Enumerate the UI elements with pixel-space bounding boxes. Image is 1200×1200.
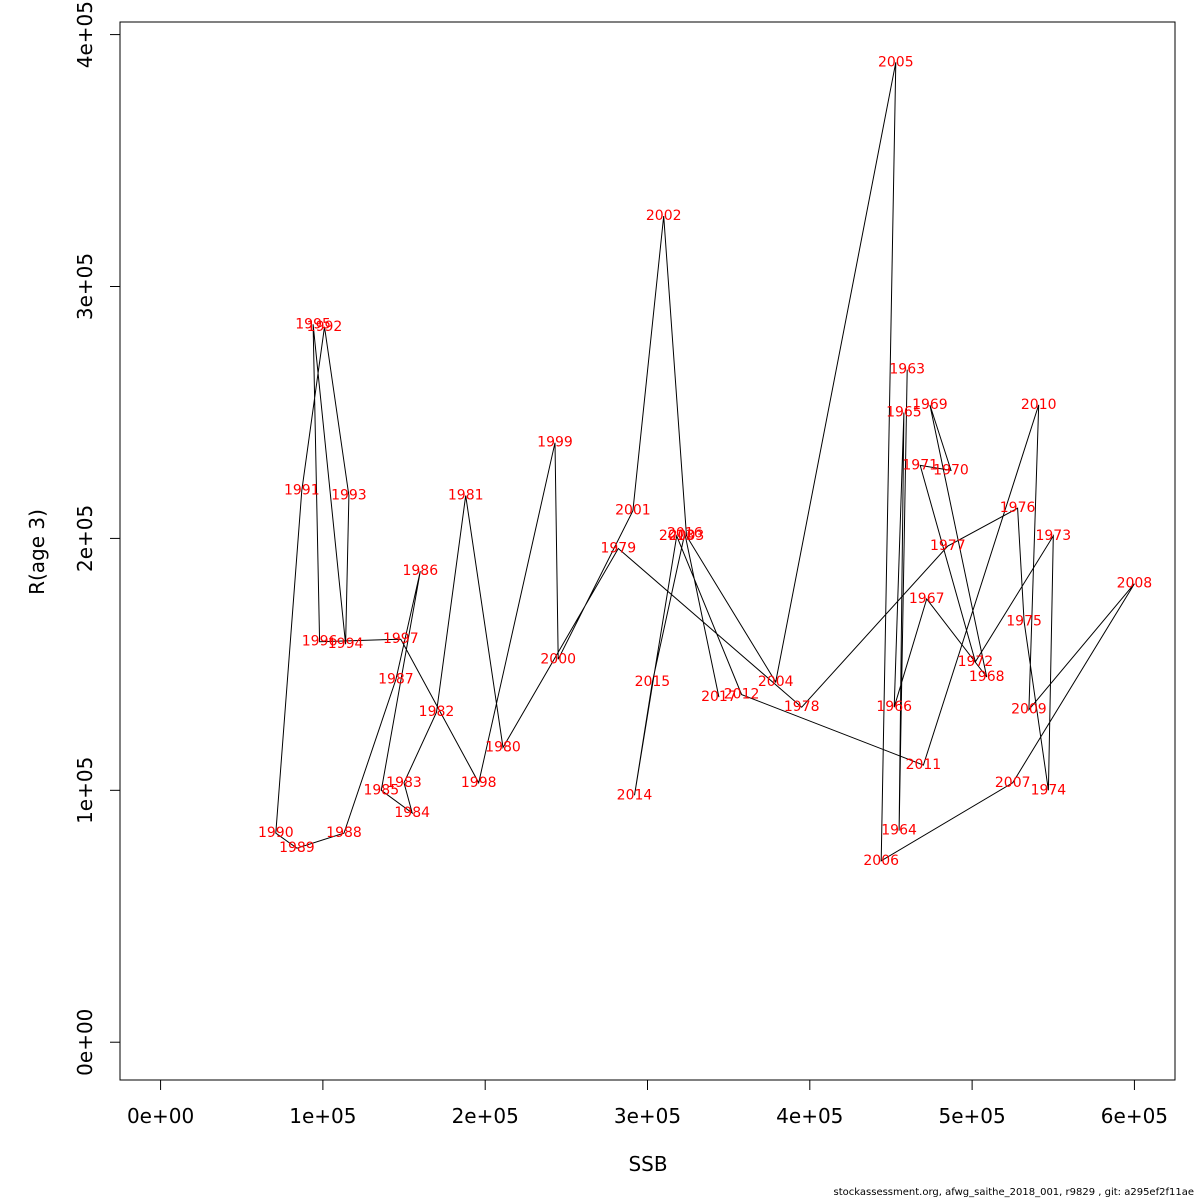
- year-label-2002: 2002: [646, 208, 682, 224]
- year-label-2009: 2009: [1011, 702, 1047, 718]
- year-label-1977: 1977: [930, 538, 966, 554]
- year-label-1974: 1974: [1031, 782, 1067, 798]
- year-label-2012: 2012: [724, 687, 760, 703]
- year-label-1987: 1987: [378, 672, 414, 688]
- year-label-1975: 1975: [1006, 614, 1042, 630]
- year-label-1968: 1968: [969, 669, 1005, 685]
- x-tick-label: 3e+05: [614, 1104, 681, 1128]
- year-label-1964: 1964: [881, 823, 917, 839]
- sr-trajectory-line: [275, 62, 1135, 862]
- plot-frame: [119, 21, 1176, 1081]
- y-tick-label: 0e+00: [73, 1009, 97, 1076]
- year-label-1966: 1966: [876, 699, 912, 715]
- year-label-1980: 1980: [485, 740, 521, 756]
- year-label-2015: 2015: [635, 674, 671, 690]
- y-tick-label: 4e+05: [73, 1, 97, 68]
- year-label-1965: 1965: [886, 405, 922, 421]
- year-label-1991: 1991: [284, 483, 320, 499]
- year-label-2017: 2017: [701, 689, 737, 705]
- year-label-1993: 1993: [331, 488, 367, 504]
- year-label-2001: 2001: [615, 503, 651, 519]
- year-label-2000: 2000: [540, 651, 576, 667]
- year-label-2006: 2006: [863, 853, 899, 869]
- year-label-1986: 1986: [402, 563, 438, 579]
- year-label-1992: 1992: [307, 319, 343, 335]
- year-label-1967: 1967: [909, 591, 945, 607]
- x-axis-title: SSB: [628, 1152, 667, 1176]
- year-label-2011: 2011: [906, 757, 942, 773]
- year-label-1976: 1976: [1000, 500, 1036, 516]
- x-axis: 0e+00 1e+05 2e+05 3e+05 4e+05 5e+05 6e+05: [127, 1079, 1168, 1128]
- x-tick-label: 5e+05: [938, 1104, 1005, 1128]
- year-label-1979: 1979: [600, 541, 636, 557]
- y-axis: 0e+00 1e+05 2e+05 3e+05 4e+05: [73, 1, 121, 1076]
- year-label-1970: 1970: [933, 462, 969, 478]
- year-label-1983: 1983: [386, 775, 422, 791]
- year-label-1998: 1998: [461, 775, 497, 791]
- year-label-1990: 1990: [258, 825, 294, 841]
- year-label-1994: 1994: [328, 636, 364, 652]
- x-tick-label: 2e+05: [452, 1104, 519, 1128]
- year-label-1971: 1971: [902, 457, 938, 473]
- year-label-1989: 1989: [279, 840, 315, 856]
- year-label-1984: 1984: [394, 805, 430, 821]
- x-tick-label: 6e+05: [1101, 1104, 1168, 1128]
- year-label-2008: 2008: [1117, 576, 1153, 592]
- year-label-2013: 2013: [659, 528, 695, 544]
- year-label-1969: 1969: [912, 397, 948, 413]
- y-tick-label: 2e+05: [73, 505, 97, 572]
- year-label-2016: 2016: [667, 525, 703, 541]
- year-label-2004: 2004: [758, 674, 794, 690]
- year-label-1978: 1978: [784, 699, 820, 715]
- x-tick-label: 0e+00: [127, 1104, 194, 1128]
- year-label-1963: 1963: [889, 362, 925, 378]
- year-label-1972: 1972: [958, 654, 994, 670]
- year-label-1981: 1981: [448, 488, 484, 504]
- year-label-1988: 1988: [326, 825, 362, 841]
- x-tick-label: 4e+05: [776, 1104, 843, 1128]
- series-path-group: [275, 62, 1135, 862]
- year-label-2010: 2010: [1021, 397, 1057, 413]
- footer-credit: stockassessment.org, afwg_saithe_2018_00…: [833, 1187, 1194, 1198]
- year-label-2005: 2005: [878, 54, 914, 70]
- year-label-2007: 2007: [995, 775, 1031, 791]
- year-label-1985: 1985: [363, 782, 399, 798]
- y-tick-label: 1e+05: [73, 757, 97, 824]
- year-label-1982: 1982: [419, 704, 455, 720]
- x-tick-label: 1e+05: [289, 1104, 356, 1128]
- year-label-1995: 1995: [295, 316, 331, 332]
- year-label-1973: 1973: [1035, 528, 1071, 544]
- year-label-1997: 1997: [383, 631, 419, 647]
- year-label-2014: 2014: [617, 787, 653, 803]
- year-label-2003: 2003: [669, 528, 705, 544]
- year-label-1999: 1999: [537, 435, 573, 451]
- year-label-1996: 1996: [302, 634, 338, 650]
- y-axis-title: R(age 3): [25, 509, 49, 595]
- y-tick-label: 3e+05: [73, 253, 97, 320]
